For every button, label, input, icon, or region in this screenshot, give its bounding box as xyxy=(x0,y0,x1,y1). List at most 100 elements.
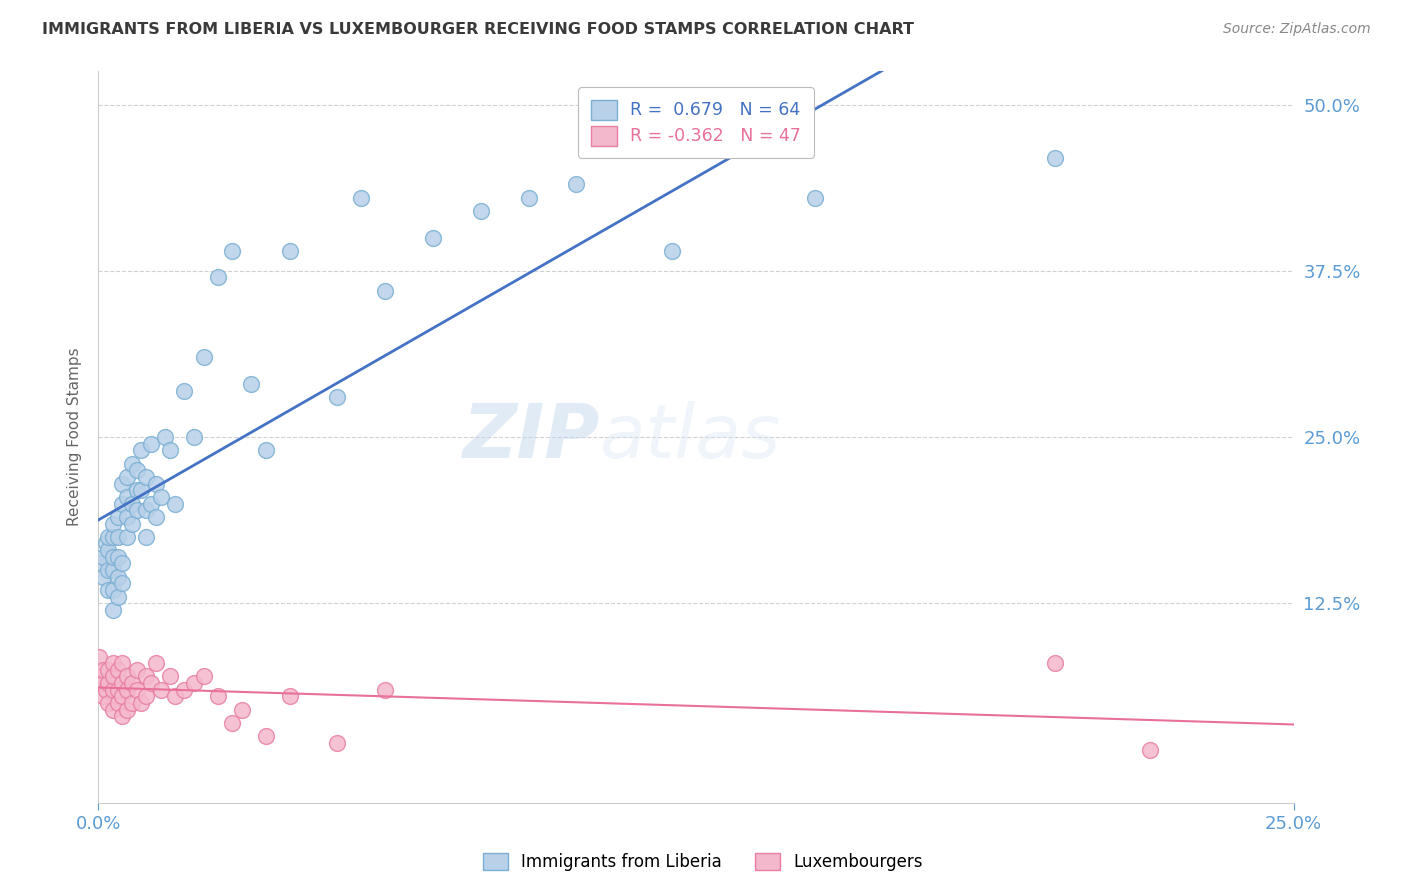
Point xyxy=(111,656,134,670)
Point xyxy=(97,530,120,544)
Y-axis label: Receiving Food Stamps: Receiving Food Stamps xyxy=(67,348,83,526)
Point xyxy=(107,590,129,604)
Point xyxy=(121,457,143,471)
Point xyxy=(115,509,138,524)
Point xyxy=(125,682,148,697)
Point xyxy=(111,476,134,491)
Point xyxy=(111,676,134,690)
Point xyxy=(207,270,229,285)
Point xyxy=(111,557,134,571)
Point xyxy=(159,443,181,458)
Point xyxy=(97,543,120,558)
Point xyxy=(173,682,195,697)
Point xyxy=(94,536,117,550)
Point xyxy=(254,443,277,458)
Point xyxy=(121,696,143,710)
Point xyxy=(97,663,120,677)
Point xyxy=(139,676,162,690)
Point xyxy=(517,191,540,205)
Point xyxy=(107,696,129,710)
Point xyxy=(101,603,124,617)
Point xyxy=(804,191,827,205)
Point xyxy=(422,230,444,244)
Point xyxy=(107,549,129,564)
Point xyxy=(101,703,124,717)
Point xyxy=(221,716,243,731)
Point xyxy=(326,390,349,404)
Point xyxy=(145,476,167,491)
Point xyxy=(115,530,138,544)
Point xyxy=(149,682,172,697)
Point xyxy=(350,191,373,205)
Point xyxy=(374,682,396,697)
Point xyxy=(111,497,134,511)
Point xyxy=(101,582,124,597)
Point xyxy=(159,669,181,683)
Point xyxy=(125,483,148,498)
Point xyxy=(121,497,143,511)
Point xyxy=(97,582,120,597)
Point xyxy=(101,549,124,564)
Point xyxy=(107,530,129,544)
Point xyxy=(111,690,134,704)
Text: Source: ZipAtlas.com: Source: ZipAtlas.com xyxy=(1223,22,1371,37)
Point xyxy=(121,516,143,531)
Point xyxy=(91,663,114,677)
Point xyxy=(278,244,301,258)
Point xyxy=(139,497,162,511)
Text: atlas: atlas xyxy=(600,401,782,473)
Point xyxy=(107,570,129,584)
Point xyxy=(254,729,277,743)
Point xyxy=(90,669,112,683)
Point xyxy=(97,676,120,690)
Point xyxy=(91,570,114,584)
Point xyxy=(121,676,143,690)
Point xyxy=(145,509,167,524)
Point xyxy=(125,663,148,677)
Point xyxy=(91,549,114,564)
Point xyxy=(125,463,148,477)
Text: IMMIGRANTS FROM LIBERIA VS LUXEMBOURGER RECEIVING FOOD STAMPS CORRELATION CHART: IMMIGRANTS FROM LIBERIA VS LUXEMBOURGER … xyxy=(42,22,914,37)
Point xyxy=(183,676,205,690)
Point xyxy=(94,682,117,697)
Point xyxy=(240,376,263,391)
Point xyxy=(145,656,167,670)
Point xyxy=(111,709,134,723)
Point xyxy=(326,736,349,750)
Legend: Immigrants from Liberia, Luxembourgers: Immigrants from Liberia, Luxembourgers xyxy=(475,845,931,880)
Point xyxy=(565,178,588,192)
Point xyxy=(107,509,129,524)
Point xyxy=(1043,151,1066,165)
Point xyxy=(115,669,138,683)
Point xyxy=(193,669,215,683)
Point xyxy=(111,576,134,591)
Point xyxy=(131,696,153,710)
Point xyxy=(231,703,253,717)
Point xyxy=(115,682,138,697)
Point xyxy=(1043,656,1066,670)
Point xyxy=(155,430,177,444)
Point xyxy=(101,563,124,577)
Point xyxy=(115,490,138,504)
Point xyxy=(173,384,195,398)
Point xyxy=(131,443,153,458)
Point xyxy=(135,470,157,484)
Point xyxy=(107,663,129,677)
Point xyxy=(135,503,157,517)
Point xyxy=(221,244,243,258)
Point xyxy=(278,690,301,704)
Point xyxy=(163,690,186,704)
Point xyxy=(1139,742,1161,756)
Legend: R =  0.679   N = 64, R = -0.362   N = 47: R = 0.679 N = 64, R = -0.362 N = 47 xyxy=(578,87,814,158)
Point xyxy=(135,530,157,544)
Point xyxy=(115,703,138,717)
Point xyxy=(125,503,148,517)
Point xyxy=(163,497,186,511)
Point xyxy=(135,669,157,683)
Point xyxy=(101,530,124,544)
Point xyxy=(183,430,205,444)
Point xyxy=(661,244,683,258)
Point xyxy=(193,351,215,365)
Point xyxy=(97,563,120,577)
Point xyxy=(131,483,153,498)
